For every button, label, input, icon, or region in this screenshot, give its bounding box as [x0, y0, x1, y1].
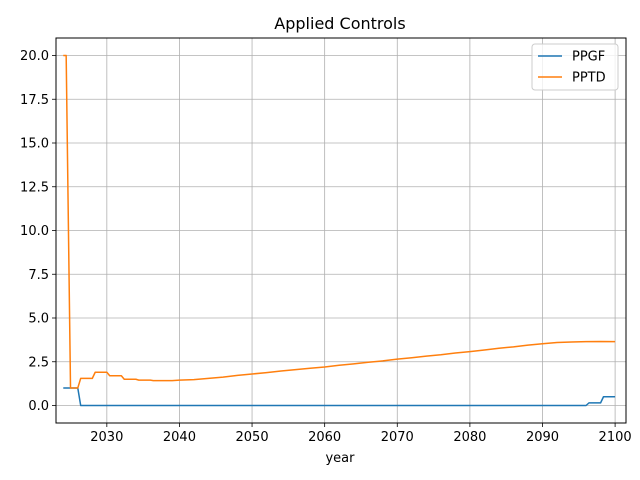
- series-line-pptd: [63, 54, 616, 389]
- x-tick-label: 2090: [526, 430, 559, 445]
- x-tick-label: 2080: [453, 430, 486, 445]
- x-tick-label: 2040: [163, 430, 196, 445]
- x-tick-label: 2070: [381, 430, 414, 445]
- y-tick-label: 12.5: [20, 180, 49, 195]
- y-tick-label: 15.0: [20, 137, 49, 152]
- x-tick-label: 2060: [308, 430, 341, 445]
- chart-title: Applied Controls: [274, 14, 405, 33]
- x-axis-label: year: [325, 451, 355, 466]
- legend: PPGF PPTD: [531, 43, 619, 91]
- legend-label-pptd: PPTD: [572, 71, 606, 86]
- legend-label-ppgf: PPGF: [572, 50, 605, 65]
- y-tick-label: 5.0: [28, 312, 49, 327]
- x-tick-label: 2050: [236, 430, 269, 445]
- y-axis: 0.0 2.5 5.0 7.5 10.0 12.5 15.0 17.5 20.0: [20, 49, 56, 414]
- x-tick-label: 2100: [599, 430, 632, 445]
- y-tick-label: 7.5: [28, 268, 49, 283]
- y-tick-label: 0.0: [28, 399, 49, 414]
- y-tick-label: 2.5: [28, 355, 49, 370]
- x-tick-label: 2030: [90, 430, 123, 445]
- series-layer: [63, 54, 616, 407]
- y-tick-label: 20.0: [20, 49, 49, 64]
- x-axis: 2030 2040 2050 2060 2070 2080 2090 2100: [90, 423, 632, 445]
- y-tick-label: 17.5: [20, 93, 49, 108]
- y-tick-label: 10.0: [20, 224, 49, 239]
